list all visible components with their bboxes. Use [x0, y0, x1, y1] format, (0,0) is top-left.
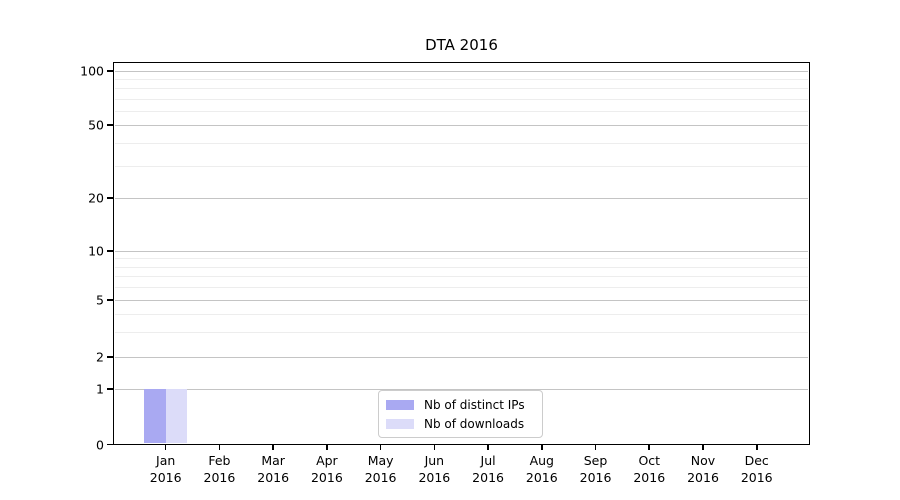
gridline-minor	[115, 276, 808, 278]
legend: Nb of distinct IPs Nb of downloads	[378, 390, 543, 438]
bar-distinct-ips	[144, 389, 166, 443]
x-tick	[541, 445, 543, 450]
y-tick	[107, 356, 113, 358]
gridline-minor	[115, 266, 808, 268]
y-tick-label: 1	[96, 381, 104, 397]
x-tick-label: Feb 2016	[203, 453, 236, 485]
gridline-minor	[115, 258, 808, 260]
y-tick	[107, 299, 113, 301]
x-tick-label: Aug 2016	[525, 453, 558, 485]
y-tick	[107, 250, 113, 252]
x-tick	[648, 445, 651, 450]
x-tick-label: Dec 2016	[740, 453, 773, 485]
gridline-minor	[115, 142, 808, 144]
x-tick-label: Sep 2016	[579, 453, 612, 485]
gridline-major	[115, 71, 808, 72]
y-tick	[107, 124, 113, 126]
y-tick-label: 5	[96, 292, 104, 308]
x-tick-label: May 2016	[364, 453, 397, 485]
legend-swatch	[386, 418, 414, 429]
legend-label: Nb of downloads	[424, 416, 525, 431]
gridline-major	[115, 389, 808, 390]
x-tick-label: Jun 2016	[418, 453, 451, 485]
bar-downloads	[165, 389, 188, 443]
gridline-major	[115, 125, 808, 126]
gridline-major	[115, 300, 808, 301]
y-tick	[107, 197, 113, 199]
gridline-minor	[115, 165, 808, 167]
gridline-minor	[115, 287, 808, 289]
x-tick-label: Jul 2016	[472, 453, 504, 485]
x-tick	[702, 445, 704, 450]
x-tick	[379, 445, 382, 450]
y-tick	[107, 443, 113, 446]
gridline-minor	[115, 331, 808, 333]
x-tick-label: Jan 2016	[149, 453, 182, 485]
y-tick-label: 50	[88, 117, 104, 133]
y-tick-label: 100	[80, 63, 104, 79]
gridline-major	[115, 357, 808, 358]
x-tick-label: Apr 2016	[310, 453, 343, 485]
legend-label: Nb of distinct IPs	[424, 397, 525, 412]
x-tick	[164, 445, 167, 450]
legend-item: Nb of downloads	[386, 416, 534, 431]
x-tick	[326, 445, 328, 450]
y-tick	[107, 388, 113, 390]
y-tick-label: 10	[88, 243, 104, 259]
gridline-major	[115, 198, 808, 199]
gridline-major	[115, 251, 808, 252]
x-tick	[218, 445, 221, 450]
gridline-minor	[115, 313, 808, 315]
y-tick-label: 20	[88, 190, 104, 206]
plot-frame	[113, 62, 810, 445]
x-tick-label: Oct 2016	[633, 453, 666, 485]
plot-area	[113, 62, 810, 445]
x-tick	[272, 445, 274, 450]
legend-item: Nb of distinct IPs	[386, 397, 534, 412]
y-tick-label: 2	[96, 349, 104, 365]
x-tick	[487, 445, 489, 450]
x-tick	[433, 445, 436, 450]
legend-swatch	[386, 399, 414, 410]
chart-title: DTA 2016	[425, 36, 498, 54]
y-tick	[107, 70, 113, 72]
x-tick	[755, 445, 758, 450]
y-tick-label: 0	[96, 437, 104, 452]
x-tick-label: Mar 2016	[257, 453, 290, 485]
x-tick-label: Nov 2016	[687, 453, 719, 485]
gridline-minor	[115, 79, 808, 81]
x-tick	[594, 445, 597, 450]
gridline-minor	[115, 110, 808, 112]
gridline-minor	[115, 88, 808, 90]
gridline-minor	[115, 98, 808, 100]
